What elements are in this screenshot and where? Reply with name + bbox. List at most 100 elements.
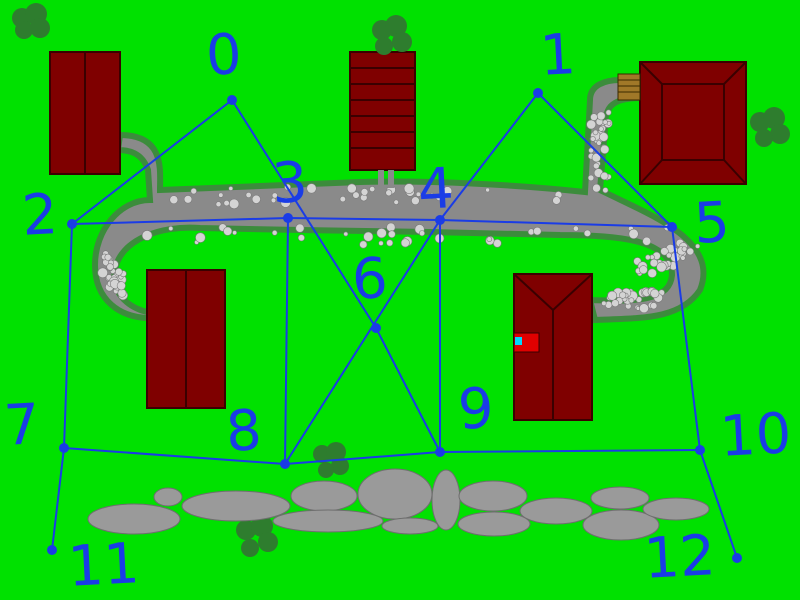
pebble bbox=[645, 254, 651, 261]
pebble bbox=[386, 222, 396, 232]
pebble bbox=[195, 232, 206, 243]
pebble bbox=[411, 196, 420, 205]
pebble bbox=[639, 265, 648, 275]
pebble bbox=[590, 136, 596, 142]
pebble bbox=[343, 231, 349, 237]
pebble bbox=[218, 192, 224, 198]
pebble bbox=[656, 261, 667, 273]
pebble bbox=[346, 183, 357, 194]
pebble bbox=[385, 189, 393, 197]
pebble bbox=[650, 302, 658, 310]
node-label: 8 bbox=[224, 398, 264, 465]
pebble bbox=[596, 140, 602, 146]
red-mailbox bbox=[513, 332, 540, 353]
shed-top-center bbox=[349, 51, 416, 188]
graph-node-5[interactable] bbox=[667, 222, 677, 232]
pebble bbox=[588, 147, 594, 154]
graph-node-3[interactable] bbox=[283, 213, 293, 223]
bush-icon bbox=[372, 15, 412, 55]
pebble bbox=[592, 129, 599, 136]
pebble bbox=[116, 281, 126, 291]
pebble bbox=[228, 186, 234, 191]
pebble bbox=[378, 240, 384, 246]
node-label: 5 bbox=[692, 190, 732, 257]
node-label: 4 bbox=[416, 156, 456, 223]
pebble bbox=[602, 119, 608, 125]
pebble bbox=[591, 153, 601, 163]
pebble bbox=[190, 187, 197, 195]
graph-node-12[interactable] bbox=[732, 553, 742, 563]
pebble bbox=[435, 193, 444, 201]
house-middle-left bbox=[146, 269, 226, 409]
house-top-left bbox=[49, 51, 121, 175]
graph-node-9[interactable] bbox=[435, 447, 445, 457]
graph-edge bbox=[439, 92, 539, 221]
pebble bbox=[104, 253, 112, 261]
graph-node-6[interactable] bbox=[371, 323, 381, 333]
pebble bbox=[271, 230, 278, 236]
pebble bbox=[592, 162, 600, 170]
pebble bbox=[598, 126, 604, 132]
node-label: 0 bbox=[204, 22, 244, 89]
pebble bbox=[376, 228, 387, 239]
pebble bbox=[251, 194, 261, 204]
pebble bbox=[359, 240, 368, 249]
pebble bbox=[403, 183, 415, 194]
graph-edge bbox=[71, 217, 289, 225]
graph-edge bbox=[63, 447, 286, 465]
pebble bbox=[600, 144, 610, 154]
node-label: 7 bbox=[2, 392, 42, 459]
pebble bbox=[306, 183, 317, 194]
pebble bbox=[280, 197, 291, 208]
graph-edge bbox=[699, 449, 738, 559]
pebble bbox=[232, 230, 237, 236]
graph-node-11[interactable] bbox=[47, 545, 57, 555]
bush-icon bbox=[750, 107, 790, 147]
pebble bbox=[666, 252, 672, 259]
node-label: 1 bbox=[538, 22, 578, 89]
pebbles bbox=[97, 109, 701, 314]
graph-node-4[interactable] bbox=[435, 215, 445, 225]
pebble bbox=[418, 230, 425, 237]
graph-overlay bbox=[47, 88, 742, 563]
graph-edge bbox=[439, 219, 673, 228]
pebble bbox=[601, 300, 607, 307]
pebble bbox=[695, 243, 701, 249]
pebble bbox=[228, 198, 240, 210]
pebble bbox=[586, 119, 597, 130]
pebble bbox=[360, 188, 369, 196]
graph-edge bbox=[63, 223, 73, 449]
bush-icon bbox=[313, 442, 349, 478]
graph-node-0[interactable] bbox=[227, 95, 237, 105]
pebble bbox=[552, 196, 561, 205]
graph-edge bbox=[287, 217, 441, 221]
stepping-stones bbox=[87, 468, 710, 541]
pebble bbox=[650, 288, 660, 299]
pebble bbox=[607, 290, 618, 301]
graph-edge bbox=[375, 327, 441, 453]
graph-edge bbox=[231, 99, 377, 329]
pebble bbox=[686, 247, 695, 256]
graph-edge bbox=[284, 217, 289, 465]
pebble bbox=[297, 234, 305, 242]
pebble bbox=[573, 225, 579, 232]
graph-node-7[interactable] bbox=[59, 443, 69, 453]
node-label: 9 bbox=[456, 376, 496, 443]
pebble bbox=[352, 191, 360, 199]
pebble bbox=[605, 109, 612, 116]
pebble bbox=[492, 239, 502, 248]
pebble bbox=[647, 268, 657, 278]
graph-node-8[interactable] bbox=[280, 459, 290, 469]
pebble bbox=[486, 236, 493, 242]
pebble bbox=[393, 199, 399, 205]
pebble bbox=[602, 187, 609, 194]
pebble bbox=[592, 183, 601, 193]
graph-node-1[interactable] bbox=[533, 88, 543, 98]
graph-edge bbox=[284, 451, 441, 465]
graph-edge bbox=[537, 92, 673, 228]
pebble bbox=[386, 239, 394, 247]
graph-node-10[interactable] bbox=[695, 445, 705, 455]
graph-node-2[interactable] bbox=[67, 219, 77, 229]
